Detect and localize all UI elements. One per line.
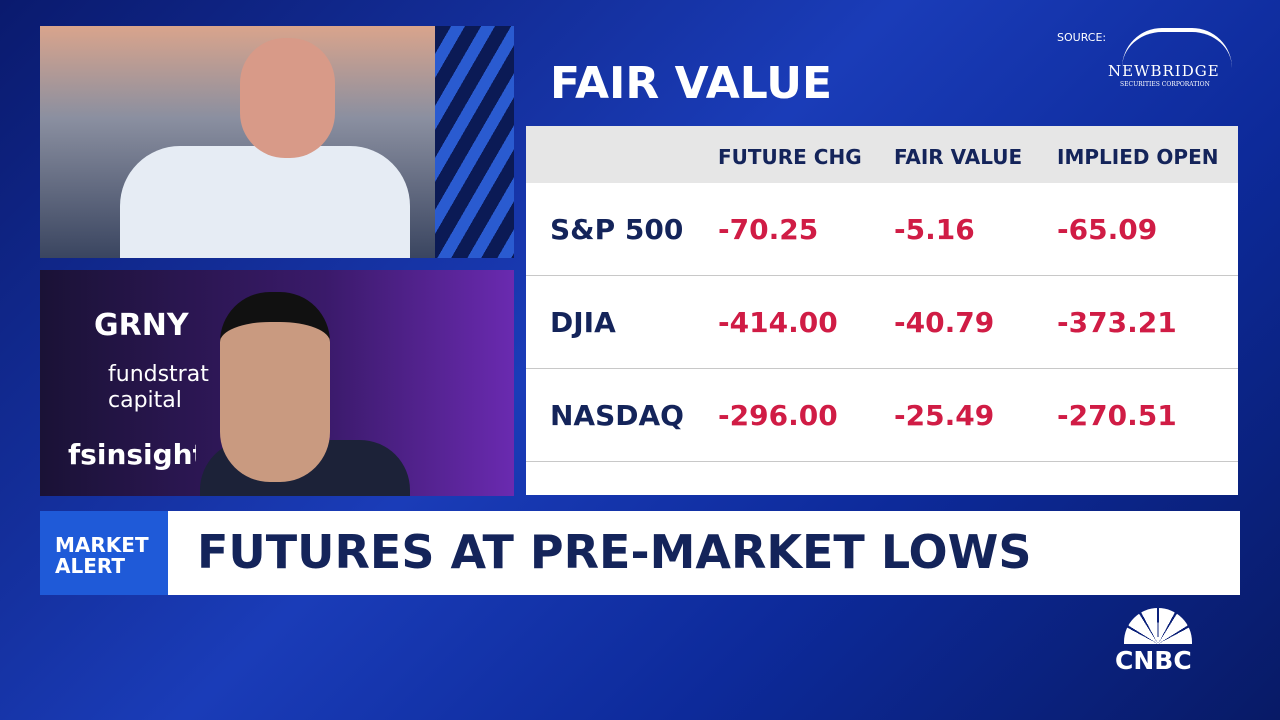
column-header: IMPLIED OPEN: [1057, 145, 1219, 169]
table-row: [526, 276, 1238, 369]
backdrop-brand: capital: [108, 388, 182, 413]
row-label: NASDAQ: [550, 399, 684, 432]
network-peacock: [1124, 608, 1192, 644]
headline-bar: [168, 511, 1240, 595]
cell-value: -25.49: [894, 399, 995, 432]
alert-tag: [40, 511, 168, 595]
host-video: [40, 26, 514, 258]
backdrop-ticker: GRNY: [94, 308, 189, 343]
cell-value: -65.09: [1057, 213, 1158, 246]
panel-title: FAIR VALUE: [550, 58, 833, 109]
cell-value: -373.21: [1057, 306, 1177, 339]
sponsor-name: NEWBRIDGE: [1108, 62, 1220, 80]
cell-value: -40.79: [894, 306, 995, 339]
column-header: FAIR VALUE: [894, 145, 1023, 169]
host-body: [120, 146, 410, 258]
cell-value: -296.00: [718, 399, 838, 432]
network-logo: CNBC: [1115, 646, 1192, 675]
studio-stripes: [435, 26, 514, 258]
cell-value: -5.16: [894, 213, 975, 246]
cell-value: -270.51: [1057, 399, 1177, 432]
sponsor-tagline: SECURITIES CORPORATION: [1120, 81, 1210, 88]
alert-tag-text: ALERT: [55, 554, 126, 578]
column-header: FUTURE CHG: [718, 145, 862, 169]
table-row: [526, 369, 1238, 462]
sponsor-arc: [1122, 28, 1232, 68]
alert-tag-text: MARKET: [55, 533, 149, 557]
host-head: [240, 38, 335, 158]
backdrop-brand: fundstrat: [108, 362, 209, 387]
table-row: [526, 183, 1238, 276]
backdrop-brand: fsinsight: [68, 438, 196, 471]
row-label: S&P 500: [550, 213, 684, 246]
guest-video: GRNY fundstrat capital fsinsight: [40, 270, 514, 496]
cell-value: -414.00: [718, 306, 838, 339]
cell-value: -70.25: [718, 213, 819, 246]
source-label: SOURCE:: [1057, 31, 1107, 44]
headline: FUTURES AT PRE-MARKET LOWS: [197, 525, 1032, 579]
guest-head: [220, 292, 330, 482]
table-header: [526, 126, 1238, 183]
row-label: DJIA: [550, 306, 616, 339]
